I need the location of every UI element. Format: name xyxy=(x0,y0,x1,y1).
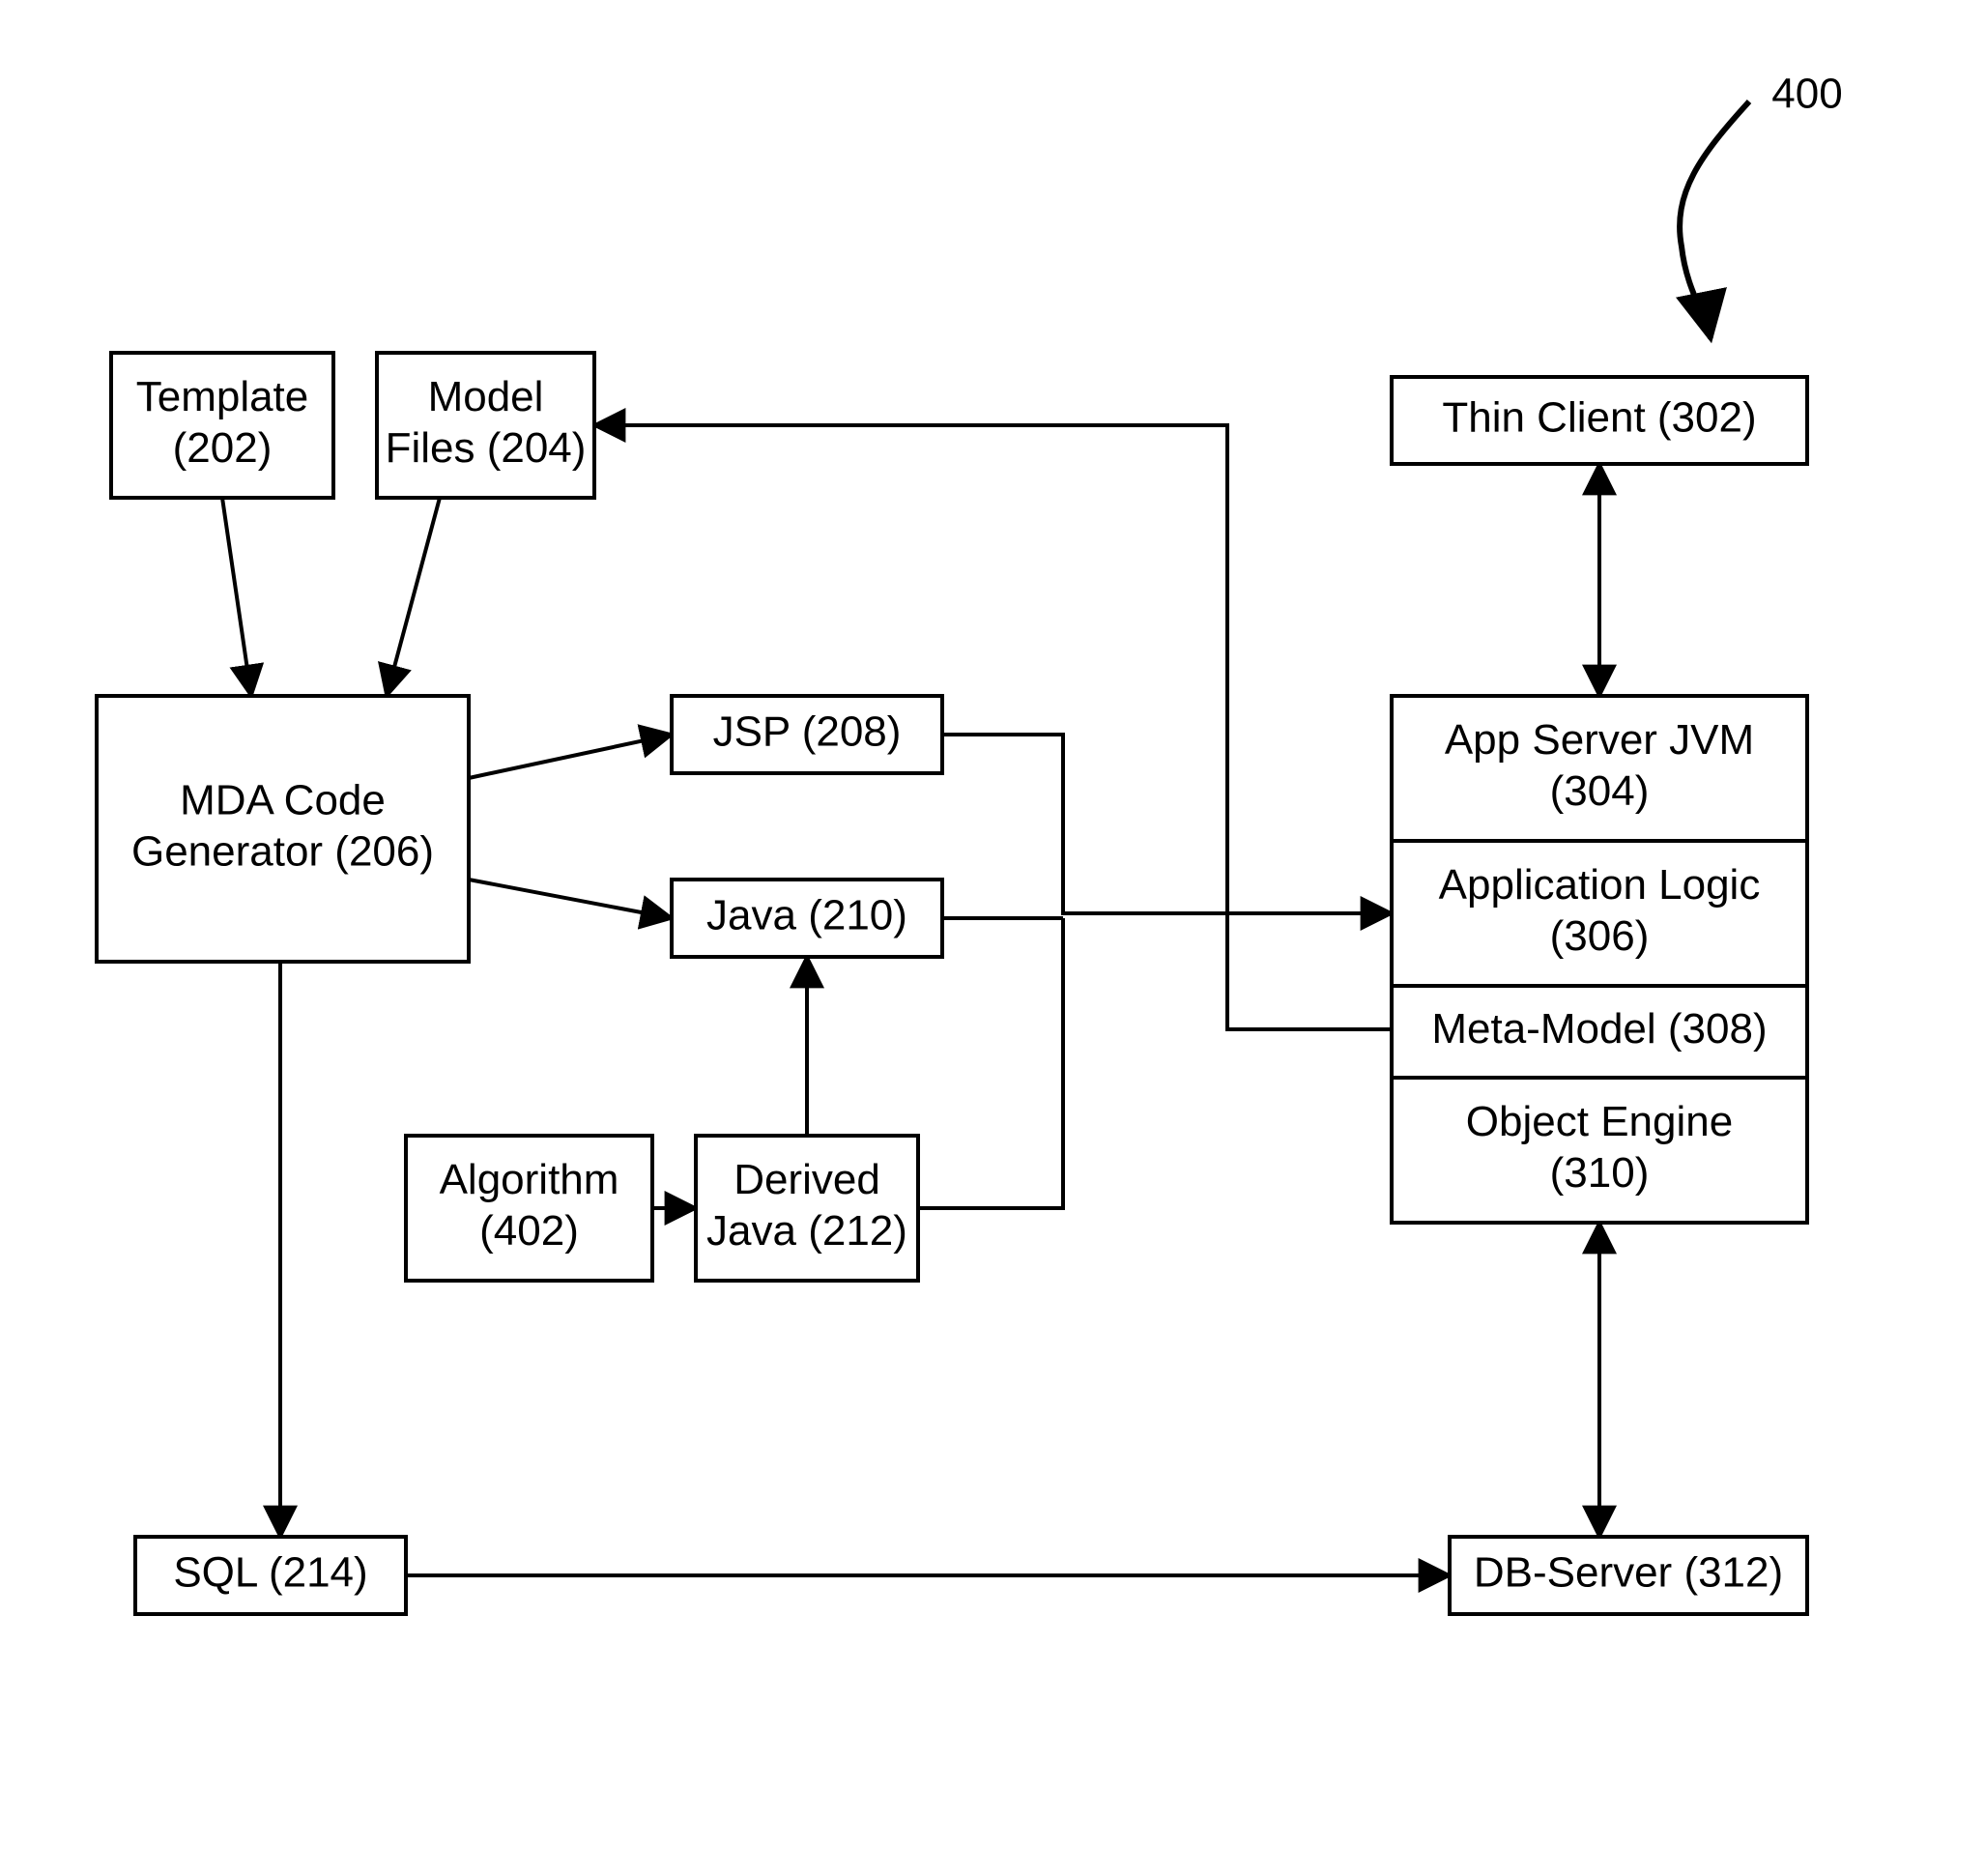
figure-label: 400 xyxy=(1771,71,1842,118)
node-appserverjvm: App Server JVM(304) xyxy=(1392,696,1807,841)
node-algorithm-label-1: (402) xyxy=(479,1207,579,1255)
node-jsp: JSP (208) xyxy=(672,696,942,773)
node-mdacode-label-1: Generator (206) xyxy=(131,828,434,876)
edge-e-mda-java xyxy=(469,880,672,918)
node-applogic-label-0: Application Logic xyxy=(1439,861,1761,909)
architecture-diagram: Template(202) ModelFiles (204) MDA CodeGen… xyxy=(0,0,1985,1876)
node-mdacode-label-0: MDA Code xyxy=(180,777,386,824)
edge-e-mda-jsp xyxy=(469,735,672,778)
node-applogic-label-1: (306) xyxy=(1550,912,1650,960)
node-modelfiles: ModelFiles (204) xyxy=(377,353,594,498)
node-appserverjvm-label-1: (304) xyxy=(1550,767,1650,815)
node-mdacode: MDA CodeGenerator (206) xyxy=(97,696,469,962)
node-derivedjava-label-1: Java (212) xyxy=(706,1207,907,1255)
node-dbserver-label-0: DB-Server (312) xyxy=(1474,1549,1783,1597)
node-dbserver: DB-Server (312) xyxy=(1450,1537,1807,1614)
node-template: Template(202) xyxy=(111,353,333,498)
figure-label-arrow xyxy=(1680,101,1749,338)
node-modelfiles-label-0: Model xyxy=(428,373,544,420)
node-objectengine: Object Engine(310) xyxy=(1392,1078,1807,1223)
node-template-label-1: (202) xyxy=(173,424,273,472)
edge-e-jsp-applogic xyxy=(942,735,1392,913)
node-template-label-0: Template xyxy=(136,373,309,420)
node-thinclient: Thin Client (302) xyxy=(1392,377,1807,464)
node-thinclient-label-0: Thin Client (302) xyxy=(1442,394,1756,442)
node-metamodel-label-0: Meta-Model (308) xyxy=(1431,1005,1767,1053)
node-objectengine-label-1: (310) xyxy=(1550,1149,1650,1197)
node-metamodel: Meta-Model (308) xyxy=(1392,986,1807,1078)
node-java-label-0: Java (210) xyxy=(706,892,907,939)
node-derivedjava-label-0: Derived xyxy=(734,1156,880,1203)
edge-e-template-mda xyxy=(222,498,251,696)
node-jsp-label-0: JSP (208) xyxy=(713,708,902,756)
node-sql: SQL (214) xyxy=(135,1537,406,1614)
edge-e-model-mda xyxy=(387,498,440,696)
node-algorithm-label-0: Algorithm xyxy=(440,1156,619,1203)
node-applogic: Application Logic(306) xyxy=(1392,841,1807,986)
node-algorithm: Algorithm(402) xyxy=(406,1136,652,1281)
node-sql-label-0: SQL (214) xyxy=(173,1549,367,1597)
node-derivedjava: DerivedJava (212) xyxy=(696,1136,918,1281)
node-modelfiles-label-1: Files (204) xyxy=(386,424,587,472)
edge-e-derived-applogic xyxy=(918,918,1063,1208)
node-objectengine-label-0: Object Engine xyxy=(1466,1098,1733,1145)
node-appserverjvm-label-0: App Server JVM xyxy=(1445,716,1754,764)
node-java: Java (210) xyxy=(672,880,942,957)
